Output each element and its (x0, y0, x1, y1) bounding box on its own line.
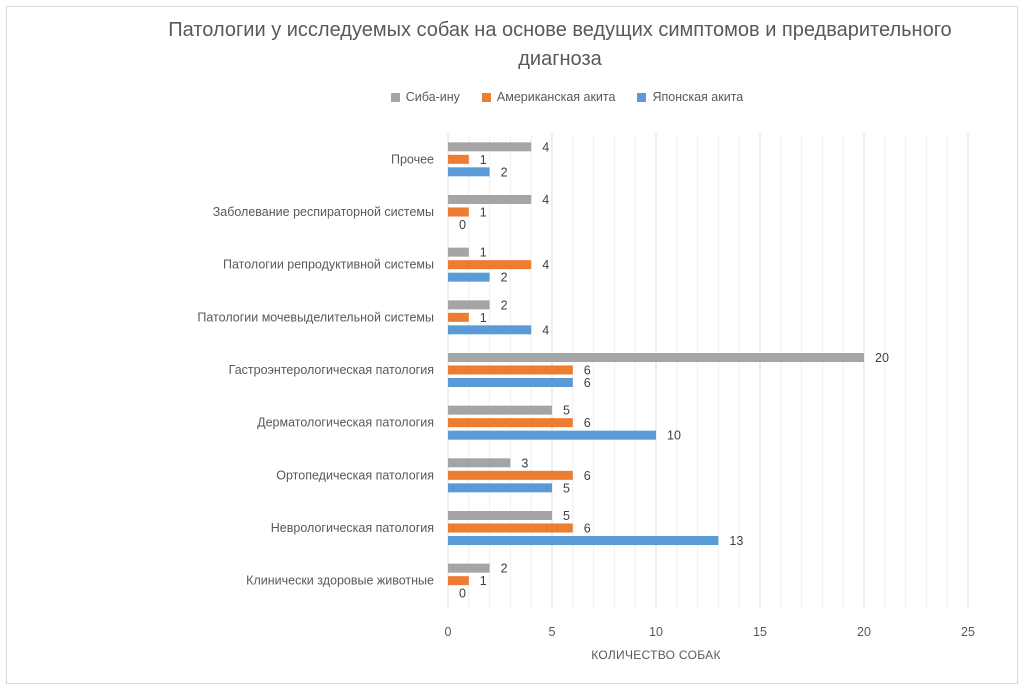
bar (448, 325, 532, 335)
bar (448, 312, 469, 322)
data-label: 3 (521, 456, 528, 470)
chart-legend: Сиба-ину Американская акита Японская аки… (0, 90, 1024, 104)
bar (448, 247, 469, 257)
bar (448, 470, 573, 480)
data-label: 0 (459, 218, 466, 232)
bar (448, 207, 469, 217)
data-label: 2 (501, 298, 508, 312)
x-tick-label: 15 (753, 625, 767, 639)
data-label: 6 (584, 364, 591, 378)
legend-swatch-shiba (390, 92, 400, 102)
category-label: Клинически здоровые животные (246, 574, 434, 588)
legend-swatch-american-akita (481, 92, 491, 102)
data-label: 4 (542, 258, 549, 272)
bar (448, 154, 469, 164)
bar (448, 576, 469, 586)
bar (448, 365, 573, 375)
bar (448, 272, 490, 282)
legend-item-japanese-akita: Японская акита (637, 90, 743, 104)
category-label: Дерматологическая патология (257, 416, 434, 430)
x-axis-title: КОЛИЧЕСТВО СОБАК (591, 648, 721, 662)
data-label: 13 (729, 534, 743, 548)
x-tick-label: 20 (857, 625, 871, 639)
data-label: 20 (875, 351, 889, 365)
category-label: Гастроэнтерологическая патология (229, 363, 434, 377)
bar (448, 523, 573, 533)
bar (448, 353, 864, 362)
category-label: Патологии мочевыделительной системы (197, 310, 434, 324)
bar (448, 195, 532, 204)
x-tick-label: 5 (549, 625, 556, 639)
x-tick-label: 25 (961, 625, 975, 639)
bar (448, 418, 573, 428)
bar (448, 300, 490, 310)
category-label: Неврологическая патология (271, 521, 434, 535)
category-label: Ортопедическая патология (276, 468, 434, 482)
data-label: 1 (480, 206, 487, 220)
data-label: 4 (542, 193, 549, 207)
data-label: 5 (563, 509, 570, 523)
bar (448, 430, 656, 440)
category-label: Патологии репродуктивной системы (223, 258, 434, 272)
x-tick-label: 10 (649, 625, 663, 639)
bar (448, 483, 552, 493)
legend-label-japanese-akita: Японская акита (652, 90, 744, 104)
bar (448, 167, 490, 177)
data-label: 6 (584, 522, 591, 536)
bar (448, 511, 552, 520)
data-label: 2 (501, 271, 508, 285)
chart-area (6, 6, 1018, 684)
data-label: 1 (480, 574, 487, 588)
data-label: 6 (584, 376, 591, 390)
data-label: 1 (480, 153, 487, 167)
bar (448, 260, 532, 270)
legend-item-shiba: Сиба-ину (390, 90, 460, 104)
category-label: Прочее (391, 152, 434, 166)
data-label: 5 (563, 481, 570, 495)
chart-title-line-1: Патологии у исследуемых собак на основе … (168, 19, 952, 41)
data-label: 4 (542, 140, 549, 154)
data-label: 5 (563, 404, 570, 418)
data-label: 0 (459, 587, 466, 601)
x-tick-label: 0 (445, 625, 452, 639)
bar (448, 378, 573, 387)
data-label: 6 (584, 416, 591, 430)
bar (448, 142, 532, 152)
category-label: Заболевание респираторной системы (213, 205, 434, 219)
legend-item-american-akita: Американская акита (481, 90, 616, 104)
chart-title: Патологии у исследуемых собак на основе … (95, 16, 1024, 74)
bar (448, 536, 719, 545)
data-label: 2 (501, 562, 508, 576)
bar (448, 458, 511, 468)
legend-label-american-akita: Американская акита (496, 90, 616, 104)
bar (448, 405, 552, 415)
data-label: 6 (584, 469, 591, 483)
data-label: 1 (480, 246, 487, 260)
legend-swatch-japanese-akita (637, 92, 647, 102)
chart-title-line-2: диагноза (518, 48, 602, 70)
legend-label-shiba: Сиба-ину (405, 90, 460, 104)
data-label: 2 (501, 165, 508, 179)
data-label: 10 (667, 429, 681, 443)
data-label: 4 (542, 323, 549, 337)
bar (448, 563, 490, 573)
data-label: 1 (480, 311, 487, 325)
